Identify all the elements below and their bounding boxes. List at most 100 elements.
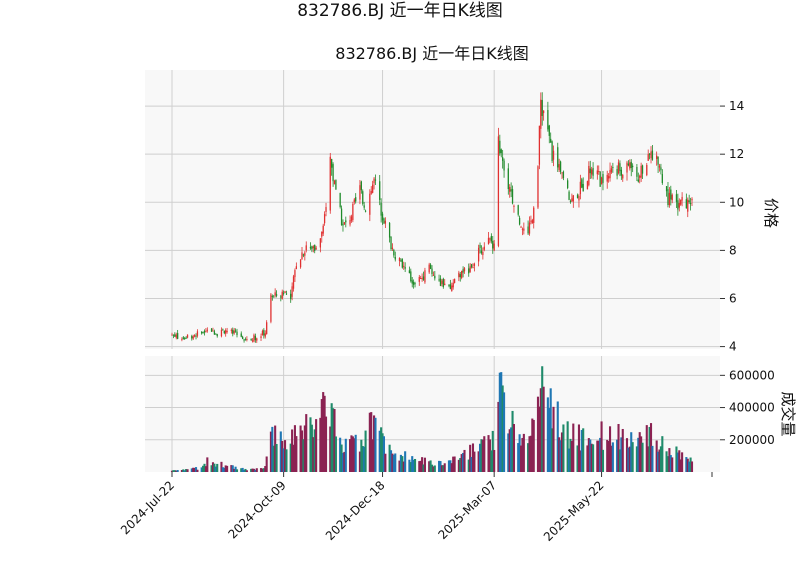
- candle-body: [333, 180, 336, 185]
- volume-bar: [487, 435, 490, 472]
- volume-tick-label: 600000: [729, 368, 775, 382]
- candle-body: [569, 200, 572, 203]
- candle-body: [537, 166, 539, 208]
- candle-body: [616, 168, 618, 176]
- volume-bar: [590, 443, 593, 472]
- date-axis-ticks: 2024-Jul-22 2024-Oct-09 2024-Dec-18 2025-Ma…: [118, 472, 713, 544]
- volume-bar: [576, 445, 579, 472]
- volume-bar: [679, 459, 682, 472]
- candle-body: [424, 270, 426, 283]
- volume-bar: [470, 456, 473, 472]
- volume-bar: [315, 419, 318, 472]
- volume-bar: [310, 424, 313, 472]
- volume-bar: [560, 432, 564, 472]
- volume-bar: [638, 432, 641, 472]
- volume-bar: [453, 456, 456, 472]
- volume-bar: [607, 441, 610, 472]
- volume-bar: [685, 457, 688, 472]
- volume-bar: [443, 463, 446, 472]
- volume-bar: [269, 431, 272, 472]
- volume-bar: [293, 425, 296, 472]
- candle-body: [487, 237, 490, 245]
- volume-bar: [621, 428, 624, 472]
- candle-body: [596, 170, 598, 175]
- candle-body: [210, 328, 213, 332]
- volume-bar: [230, 465, 233, 472]
- volume-bar: [589, 439, 592, 472]
- candle-body: [373, 178, 375, 184]
- candle-body: [469, 266, 471, 272]
- candle-body: [404, 267, 406, 269]
- volume-bar: [200, 467, 203, 472]
- candle-body: [451, 285, 453, 292]
- candle-body: [223, 330, 225, 334]
- volume-tick-label: 200000: [729, 433, 775, 447]
- volume-axis-label: 成交量: [779, 391, 797, 436]
- volume-bar: [233, 468, 236, 472]
- volume-bar: [478, 443, 482, 472]
- volume-bar: [373, 415, 376, 472]
- volume-bar: [329, 426, 332, 472]
- candle-body: [291, 286, 293, 297]
- volume-bar: [522, 433, 525, 472]
- candle-body: [458, 272, 460, 278]
- volume-bar: [190, 468, 193, 472]
- candle-body: [591, 169, 593, 175]
- candle-body: [489, 238, 491, 240]
- volume-bar: [488, 439, 491, 472]
- volume-bar: [211, 462, 215, 472]
- volume-bar: [391, 453, 394, 472]
- candle-body: [444, 283, 446, 286]
- volume-bar: [210, 465, 213, 472]
- candle-body: [216, 334, 218, 337]
- volume-bar: [480, 439, 483, 472]
- candle-body: [550, 138, 552, 143]
- candle-body: [461, 270, 463, 278]
- candle-body: [520, 226, 522, 228]
- candle-body: [261, 330, 264, 336]
- volume-bar: [428, 461, 431, 472]
- candle-body: [680, 199, 682, 205]
- candle-body: [234, 330, 237, 332]
- volume-bar: [548, 408, 551, 472]
- volume-bar: [668, 448, 671, 472]
- candle-body: [513, 205, 515, 207]
- candle-body: [661, 174, 663, 183]
- candle-body: [579, 181, 582, 195]
- volume-bar: [421, 457, 424, 472]
- candle-body: [677, 200, 679, 210]
- candle-body: [665, 186, 668, 192]
- candle-body: [592, 168, 594, 176]
- volume-bar: [519, 445, 523, 472]
- volume-bar: [412, 459, 415, 472]
- price-axis-label: 价格: [762, 198, 780, 228]
- volume-bar: [618, 449, 621, 472]
- candle-body: [196, 331, 199, 336]
- candle-body: [273, 296, 275, 298]
- volume-bar: [254, 469, 257, 472]
- volume-bar: [261, 468, 264, 472]
- candle-body: [641, 165, 644, 174]
- candle-body: [305, 245, 307, 251]
- volume-bar: [579, 450, 582, 472]
- volume-bar: [483, 436, 486, 472]
- volume-bar: [469, 444, 472, 472]
- candle-body: [612, 167, 614, 169]
- candle-body: [421, 278, 423, 280]
- candle-body: [411, 280, 413, 284]
- candle-body: [538, 125, 541, 165]
- volume-bar: [353, 438, 356, 472]
- volume-bar: [422, 464, 425, 472]
- candle-body: [507, 168, 509, 190]
- candle-body: [225, 330, 227, 334]
- volume-bar: [580, 429, 583, 472]
- volume-bar: [517, 443, 520, 472]
- volume-bar: [627, 447, 630, 472]
- candle-body: [263, 330, 265, 336]
- candle-body: [685, 199, 687, 209]
- candle-body: [360, 181, 362, 191]
- candle-body: [408, 270, 411, 274]
- volume-bar: [582, 428, 585, 472]
- candle-body: [266, 322, 268, 335]
- candle-body: [340, 208, 343, 226]
